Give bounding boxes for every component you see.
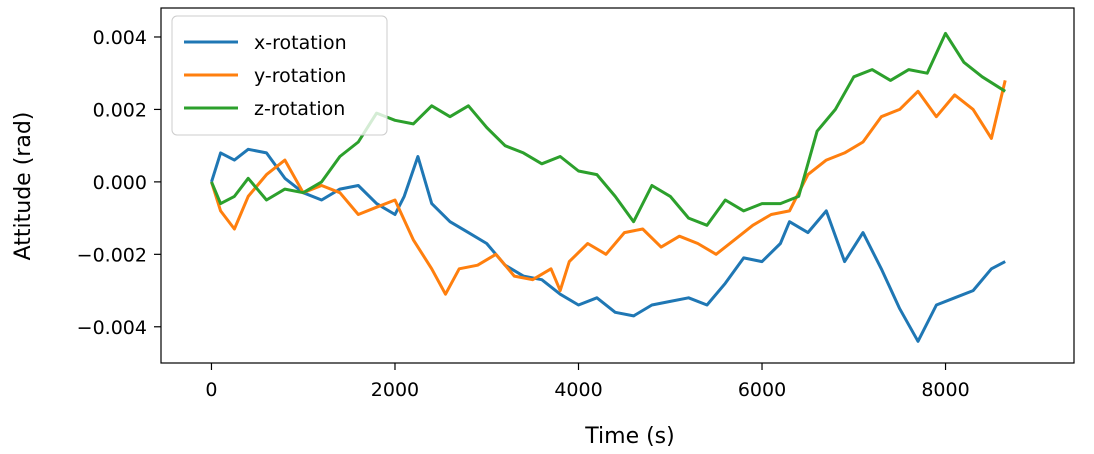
plot-layer	[210, 31, 1007, 343]
x-axis-label: Time (s)	[584, 424, 674, 449]
legend-label: z-rotation	[254, 98, 345, 120]
series-line-x-rotation	[210, 147, 1006, 343]
y-tick-label: 0.002	[93, 99, 147, 121]
x-tick-label: 4000	[554, 379, 602, 401]
x-tick-label: 2000	[371, 379, 419, 401]
series-line-y-rotation	[210, 80, 1007, 296]
y-tick-label: 0.004	[93, 27, 147, 49]
legend-box	[171, 15, 388, 136]
x-axis-ticks: 0 2000 4000 6000 8000	[205, 363, 970, 401]
y-tick-label: −0.002	[77, 244, 147, 266]
plot-frame	[160, 7, 1075, 364]
y-tick-label: 0.000	[93, 172, 147, 194]
x-tick-label: 0	[205, 379, 217, 401]
x-tick-label: 8000	[921, 379, 969, 401]
series-line-z-rotation	[210, 31, 1006, 227]
y-axis-label: Attitude (rad)	[11, 112, 36, 261]
y-tick-label: −0.004	[77, 317, 147, 339]
legend: x-rotation y-rotation z-rotation	[171, 15, 388, 136]
legend-label: y-rotation	[254, 65, 346, 87]
x-tick-label: 6000	[738, 379, 786, 401]
legend-label: x-rotation	[254, 32, 347, 54]
y-axis-ticks: −0.004 −0.002 0.000 0.002 0.004	[77, 27, 161, 339]
